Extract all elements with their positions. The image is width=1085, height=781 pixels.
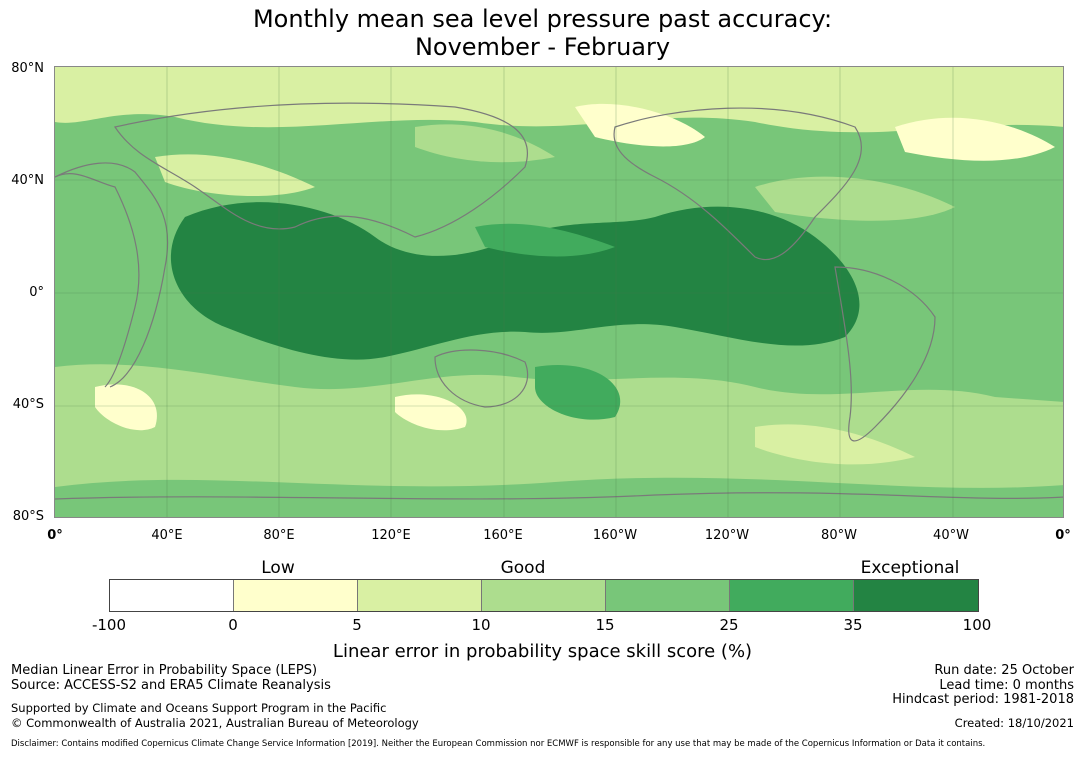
lon-label-160w: 160°W bbox=[592, 528, 638, 543]
footer-copyright: © Commonwealth of Australia 2021, Austra… bbox=[11, 716, 419, 730]
lat-label-40s: 40°S bbox=[12, 397, 44, 412]
tropical-high-skill bbox=[170, 202, 860, 360]
footer-method: Median Linear Error in Probability Space… bbox=[11, 663, 318, 678]
footer-support: Supported by Climate and Oceans Support … bbox=[11, 701, 387, 715]
pale-patch bbox=[95, 384, 157, 431]
lat-label-40n: 40°N bbox=[11, 173, 44, 188]
legend-tick: 35 bbox=[843, 616, 863, 634]
legend-axis-label: Linear error in probability space skill … bbox=[332, 641, 753, 662]
pale-patch bbox=[895, 117, 1055, 161]
pale-patch bbox=[755, 176, 955, 221]
arctic-band bbox=[55, 67, 1063, 133]
legend-tick: 15 bbox=[595, 616, 615, 634]
legend-tick: 0 bbox=[228, 616, 238, 634]
lon-label-40w: 40°W bbox=[933, 528, 969, 543]
lon-label-120e: 120°E bbox=[371, 528, 411, 543]
lon-label-120w: 120°W bbox=[704, 528, 750, 543]
pale-patch bbox=[415, 124, 555, 163]
africa-west-coast bbox=[55, 173, 140, 388]
legend-swatch-4 bbox=[482, 580, 606, 611]
legend-swatch-2 bbox=[234, 580, 358, 611]
pale-patch bbox=[395, 394, 467, 431]
legend-category-good: Good bbox=[500, 558, 546, 578]
lat-label-80s: 80°S bbox=[12, 509, 44, 524]
legend-color-bar bbox=[109, 579, 979, 612]
southern-band bbox=[55, 364, 1063, 517]
gridlines bbox=[55, 67, 1063, 517]
lat-label-80n: 80°N bbox=[11, 61, 44, 76]
legend-category-exceptional: Exceptional bbox=[860, 558, 960, 578]
lon-label-0-left: 0° bbox=[47, 528, 63, 543]
title-line-2: November - February bbox=[414, 33, 671, 61]
legend-swatch-1 bbox=[110, 580, 234, 611]
map-canvas bbox=[55, 67, 1063, 517]
title-line-1: Monthly mean sea level pressure past acc… bbox=[252, 5, 833, 33]
mid-skill-patch bbox=[535, 365, 621, 420]
skill-score-map bbox=[54, 66, 1064, 518]
pale-patch bbox=[575, 103, 705, 147]
legend-swatch-3 bbox=[358, 580, 482, 611]
legend-tick: 5 bbox=[352, 616, 362, 634]
coastlines bbox=[55, 102, 1063, 500]
lon-label-80w: 80°W bbox=[821, 528, 857, 543]
legend-tick: -100 bbox=[91, 616, 127, 634]
legend-tick: 10 bbox=[471, 616, 491, 634]
south-america-outline bbox=[834, 266, 936, 442]
eurasia-outline bbox=[114, 102, 529, 238]
footer-lead-time: Lead time: 0 months bbox=[939, 678, 1074, 693]
legend-swatch-6 bbox=[730, 580, 854, 611]
footer-source: Source: ACCESS-S2 and ERA5 Climate Reana… bbox=[11, 678, 331, 693]
legend-swatch-7 bbox=[854, 580, 978, 611]
antarctic-band bbox=[55, 477, 1063, 517]
antarctica-outline bbox=[55, 492, 1063, 500]
legend-tick: 25 bbox=[719, 616, 739, 634]
footer-disclaimer: Disclaimer: Contains modified Copernicus… bbox=[11, 739, 986, 749]
legend-swatch-5 bbox=[606, 580, 730, 611]
footer-hindcast: Hindcast period: 1981-2018 bbox=[892, 692, 1074, 707]
footer-created: Created: 18/10/2021 bbox=[954, 716, 1074, 730]
chart-title: Monthly mean sea level pressure past acc… bbox=[0, 5, 1085, 61]
pale-patch bbox=[155, 154, 315, 197]
mid-skill-patch bbox=[475, 223, 615, 257]
lon-label-80e: 80°E bbox=[263, 528, 295, 543]
north-america-outline bbox=[613, 107, 862, 261]
lat-label-equator: 0° bbox=[29, 285, 44, 300]
legend-category-low: Low bbox=[261, 558, 295, 578]
pale-patch bbox=[755, 424, 915, 465]
australia-outline bbox=[434, 349, 529, 408]
legend-tick: 100 bbox=[962, 616, 992, 634]
africa-outline bbox=[55, 162, 169, 388]
lon-label-0-right: 0° bbox=[1055, 528, 1071, 543]
lon-label-160e: 160°E bbox=[483, 528, 523, 543]
footer-run-date: Run date: 25 October bbox=[934, 663, 1074, 678]
lon-label-40e: 40°E bbox=[151, 528, 183, 543]
